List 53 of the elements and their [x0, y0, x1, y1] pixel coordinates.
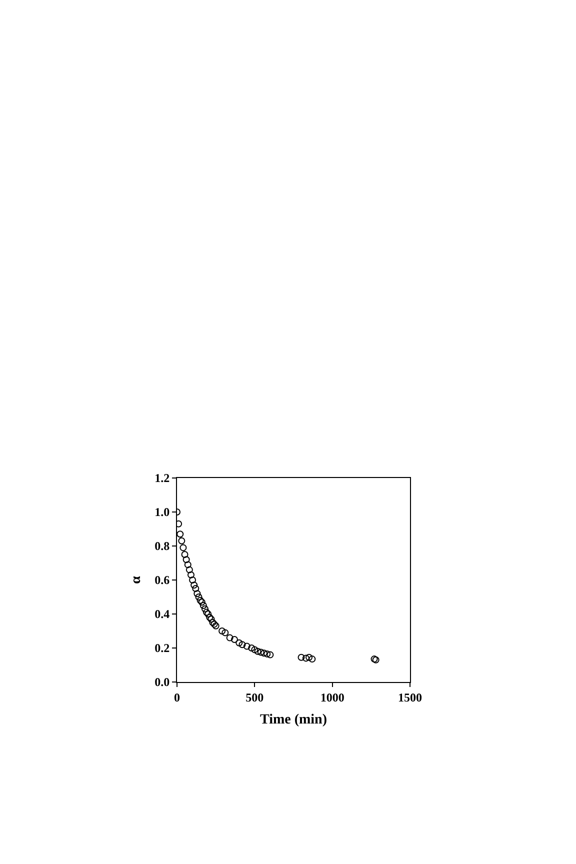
- point: [181, 551, 188, 558]
- y-tick-label: 1.0: [154, 505, 170, 520]
- point: [230, 636, 238, 643]
- point: [187, 571, 194, 578]
- y-tick-label: 0.0: [154, 675, 170, 690]
- point: [266, 651, 274, 658]
- point: [222, 629, 229, 636]
- point: [192, 585, 200, 592]
- point: [201, 605, 208, 612]
- point: [236, 639, 243, 646]
- y-tick-label: 0.6: [154, 573, 170, 588]
- x-axis-title: Time (min): [260, 712, 328, 728]
- point: [200, 602, 207, 609]
- point: [184, 561, 192, 568]
- point: [206, 614, 214, 621]
- point: [178, 537, 186, 544]
- point: [203, 608, 210, 616]
- y-tick-label: 0.4: [154, 607, 170, 622]
- point: [195, 594, 202, 600]
- point: [238, 641, 246, 648]
- point: [196, 596, 204, 604]
- point: [177, 530, 184, 538]
- point: [243, 642, 250, 650]
- point: [186, 566, 193, 574]
- point: [204, 610, 212, 618]
- point: [306, 654, 313, 661]
- y-tick-label: 0.8: [154, 539, 170, 554]
- point: [298, 654, 305, 661]
- point: [254, 648, 262, 655]
- x-tick-label: 0: [174, 690, 180, 704]
- point: [190, 582, 198, 589]
- y-axis-title: α: [129, 576, 144, 584]
- point: [257, 648, 264, 656]
- point: [260, 650, 268, 657]
- point: [218, 628, 226, 634]
- point: [302, 654, 310, 662]
- point: [226, 634, 234, 642]
- point: [209, 619, 216, 626]
- point: [182, 556, 190, 564]
- point: [208, 616, 215, 623]
- y-tick-label: 0.2: [154, 641, 170, 656]
- point: [180, 544, 187, 552]
- point: [308, 656, 316, 663]
- point: [264, 650, 271, 658]
- point: [251, 646, 258, 654]
- y-tick-label: 1.2: [154, 471, 170, 486]
- point: [248, 644, 256, 652]
- x-tick-label: 500: [246, 690, 264, 704]
- x-tick-label: 1000: [320, 690, 344, 704]
- point: [198, 598, 206, 606]
- point: [194, 590, 201, 598]
- point: [189, 576, 196, 584]
- x-tick-label: 1500: [398, 690, 422, 704]
